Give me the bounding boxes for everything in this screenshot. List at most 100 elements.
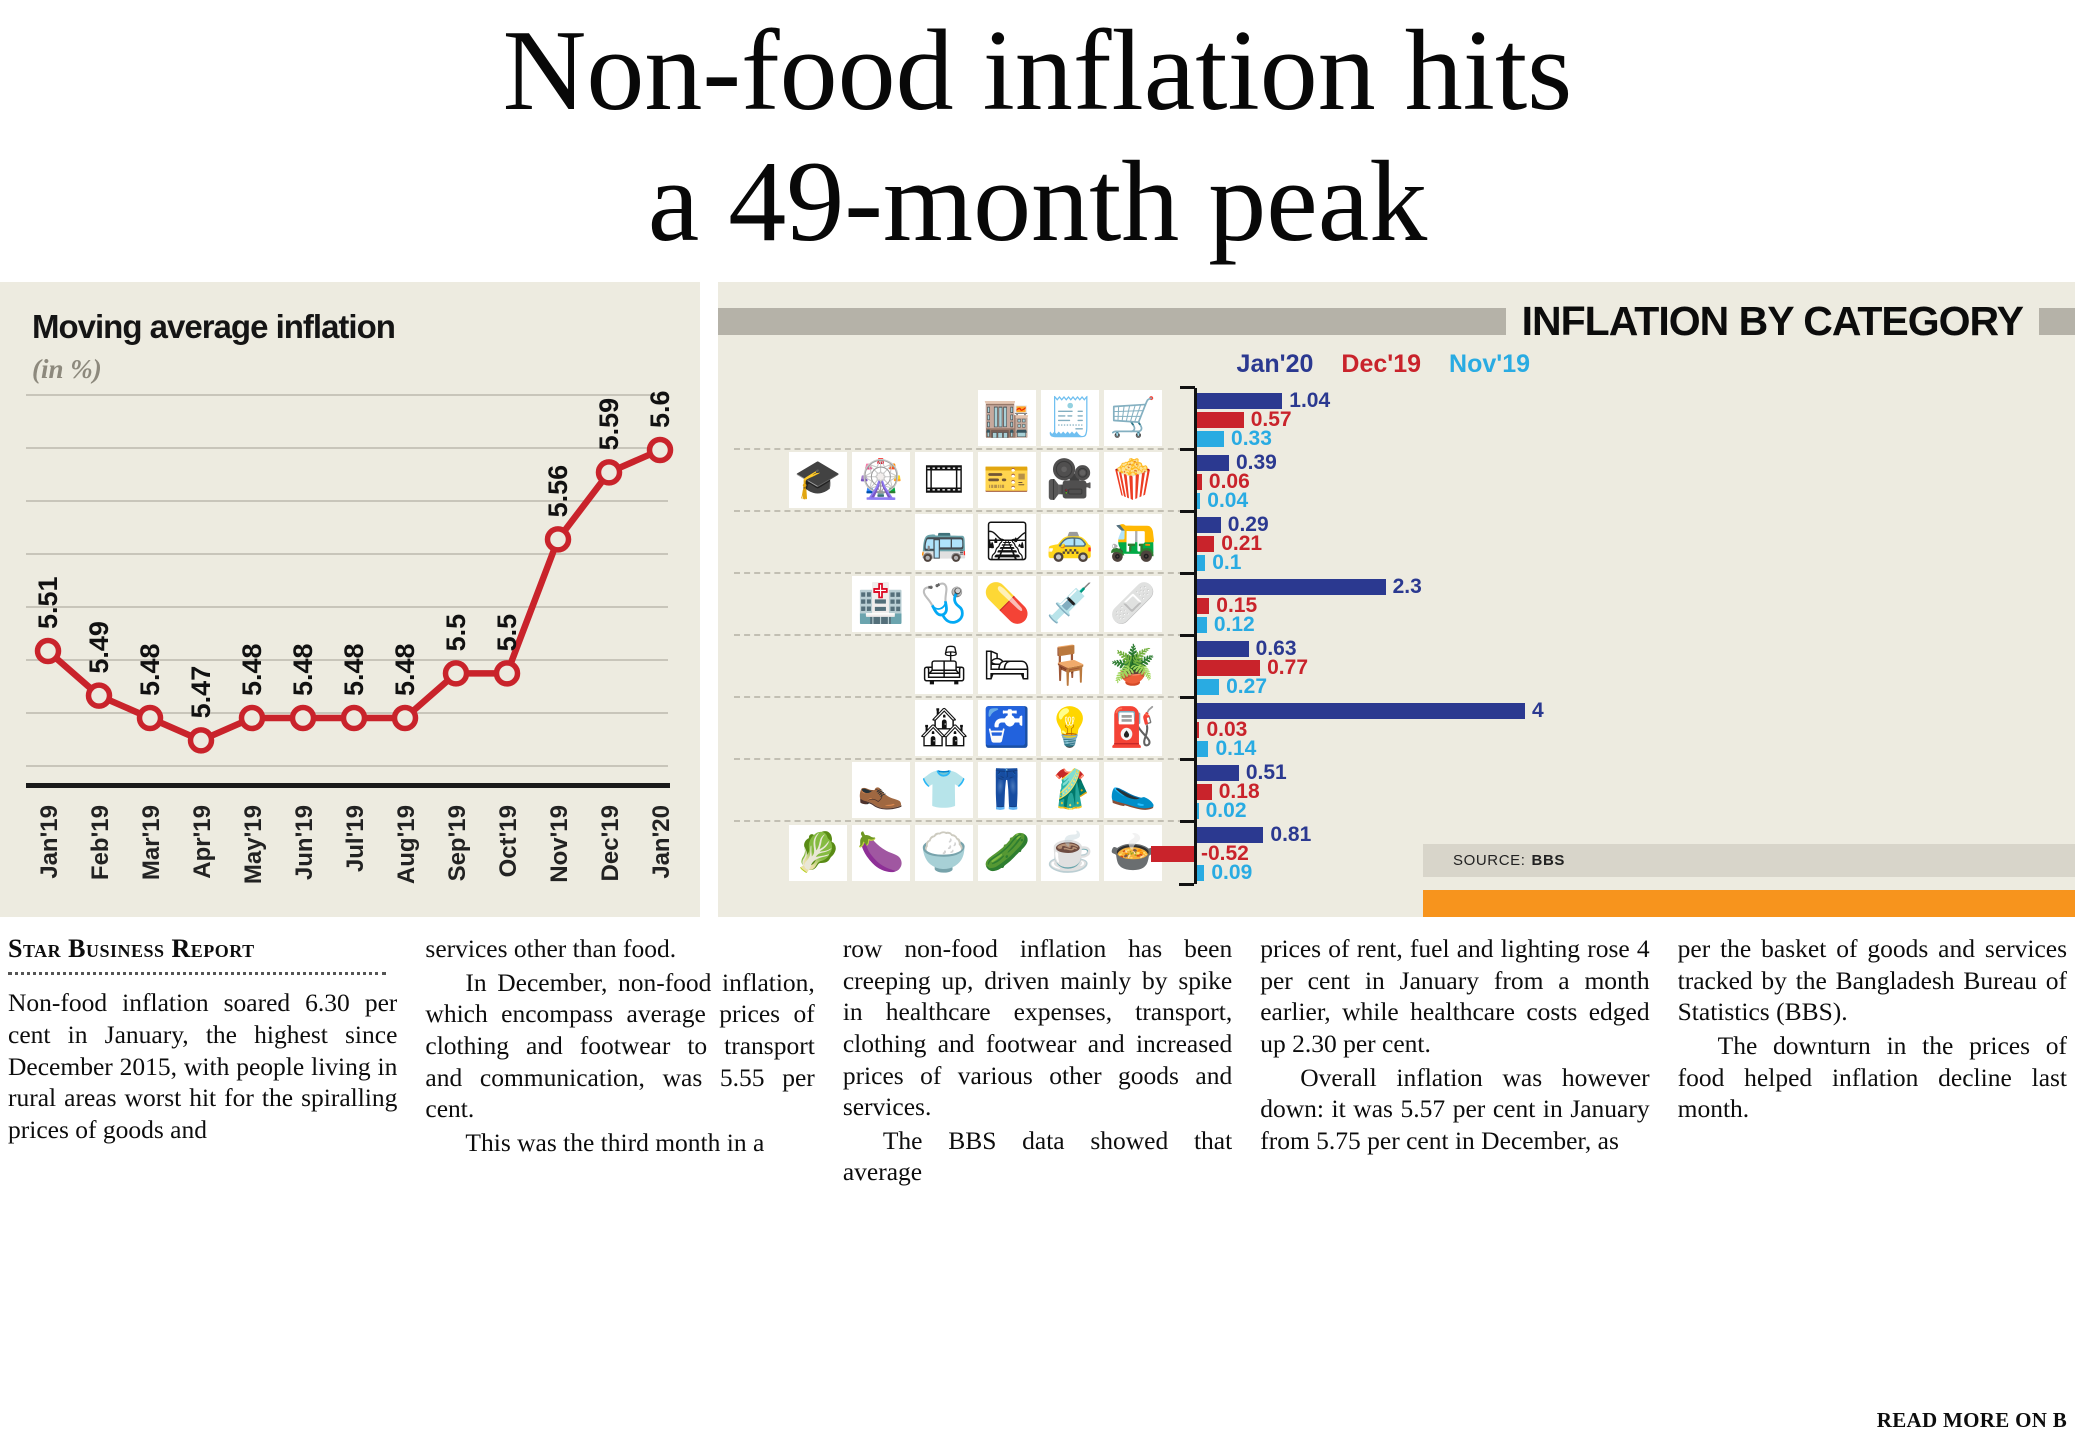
bar-value-label: -0.52 (1201, 841, 1249, 865)
data-point-value-label: 5.48 (237, 644, 267, 697)
read-more-link: READ MORE ON B (1876, 1408, 2068, 1433)
bar-line-dec19: 0.15 (1197, 594, 2064, 617)
category-row-clothing-and-footwear: 👞 👕 👖 🥻 🥿 0.51 0.18 0.02 (734, 758, 2064, 823)
bar-nov19 (1197, 554, 1206, 571)
bar-line-jan20: 0.39 (1197, 451, 2064, 474)
bar-nov19 (1197, 616, 1207, 633)
source-name: BBS (1531, 852, 1566, 870)
data-point-value-label: 5.59 (594, 398, 624, 451)
bar-value-label: 0.04 (1207, 488, 1249, 512)
category-bars-clothing-and-footwear: 0.51 0.18 0.02 (1180, 758, 2064, 823)
syringe-icon: 💉 (1041, 576, 1099, 633)
bar-dec19 (1197, 659, 1261, 676)
bar-nov19 (1197, 678, 1220, 695)
data-point-value-label: 5.56 (543, 465, 573, 518)
bandage-icon: 🩹 (1104, 576, 1162, 633)
data-point-value-label: 5.51 (33, 577, 63, 630)
data-point-value-label: 5.48 (390, 644, 420, 697)
bar-jan20 (1197, 826, 1264, 843)
bar-nov19 (1197, 430, 1225, 447)
data-point-marker (136, 704, 164, 732)
inflation-by-category-panel: INFLATION BY CATEGORY Jan'20 Dec'19 Nov'19… (718, 282, 2075, 918)
sari-icon: 🥻 (1041, 762, 1099, 819)
bar-value-label: 4 (1532, 698, 1544, 722)
bar-line-nov19: 0.09 (1197, 861, 2064, 884)
x-axis-line (26, 783, 670, 789)
chair-icon: 🪑 (1041, 638, 1099, 695)
x-axis-tick-label: Apr'19 (189, 805, 216, 879)
header-gray-bar-right (2039, 307, 2075, 335)
category-icons-rent-fuel-and-lighting: 🏘 🚰 💡 ⛽ (734, 698, 1194, 761)
bar-value-label: 0.1 (1212, 550, 1242, 574)
jeans-icon: 👖 (978, 762, 1036, 819)
data-point-marker (646, 436, 674, 464)
header-gray-bar-left (718, 307, 1506, 335)
bar-line-jan20: 4 (1197, 699, 2064, 722)
bar-line-jan20: 0.29 (1197, 513, 2064, 536)
bar-chart-title: INFLATION BY CATEGORY (1521, 297, 2024, 344)
data-point-marker (493, 660, 521, 687)
article-paragraph: services other than food. (425, 934, 677, 964)
bar-dec19 (1197, 473, 1202, 490)
headline: Non-food inflation hits a 49-month peak (0, 0, 2075, 268)
department-store-icon: 🏬 (978, 390, 1036, 447)
category-icons-furniture-and-household-goods: 🛋 🛏 🪑 🪴 (734, 636, 1194, 699)
category-bars-food: 0.81 -0.52 0.09 (1151, 820, 2064, 885)
category-bars-healthcare: 2.3 0.15 0.12 (1180, 572, 2064, 637)
water-tap-icon: 🚰 (978, 700, 1036, 757)
article-paragraph: per the basket of goods and services tra… (1677, 934, 2068, 1027)
data-point-marker (289, 704, 317, 732)
bar-line-jan20: 0.63 (1197, 637, 2064, 660)
bar-line-jan20: 2.3 (1197, 575, 2064, 598)
bar-value-label: 1.04 (1289, 388, 1331, 412)
category-bar-chart: 🏬 🧾 🛒 1.04 0.57 0.33 🎓 🎡 🎞 🎫 🎥 🍿 0.39 0.06 0.04 🚌 🛤 🚕 🛺 0.2… (734, 386, 2064, 887)
x-axis-tick-label: Nov'19 (546, 805, 573, 883)
category-row-miscellaneous-goods-and-services: 🏬 🧾 🛒 1.04 0.57 0.33 (734, 386, 2064, 451)
category-icons-healthcare: 🏥 🩺 💊 💉 🩹 (734, 574, 1194, 637)
article-paragraph: The downturn in the prices of food helpe… (1677, 1030, 2068, 1124)
article-column-2: services other than food. In December, no… (425, 933, 814, 1433)
category-row-furniture-and-household-goods: 🛋 🛏 🪑 🪴 0.63 0.77 0.27 (734, 634, 2064, 699)
data-point-value-label: 5.5 (441, 614, 471, 652)
article-column-3: row non-food inflation has been creeping… (843, 933, 1232, 1433)
x-axis-tick-label: Dec'19 (597, 805, 624, 881)
line-chart-subtitle: (in %) (32, 354, 102, 385)
bar-line-dec19: 0.21 (1197, 532, 2064, 555)
category-row-transport-and-communication: 🚌 🛤 🚕 🛺 0.29 0.21 0.1 (734, 510, 2064, 575)
bar-dec19 (1197, 721, 1200, 738)
article-paragraph: row non-food inflation has been creeping… (842, 934, 1233, 1122)
headline-line-2: a 49-month peak (647, 138, 1428, 267)
pill-icon: 💊 (978, 576, 1036, 633)
movie-camera-icon: 🎥 (1041, 452, 1099, 509)
bar-line-nov19: 0.04 (1197, 489, 2064, 512)
article-paragraph: Non-food inflation soared 6.30 per cent … (8, 988, 398, 1144)
graduation-cap-icon: 🎓 (789, 452, 847, 509)
bar-value-label: 0.12 (1213, 612, 1255, 636)
bar-line-dec19: 0.18 (1197, 780, 2064, 803)
bar-line-jan20: 0.81 (1197, 823, 2064, 846)
line-chart-title: Moving average inflation (32, 308, 396, 346)
article-body: Star Business Report Non-food inflation s… (0, 933, 2075, 1433)
data-point-marker (85, 682, 113, 710)
article-column-5: per the basket of goods and services tra… (1678, 933, 2067, 1433)
category-icons-transport-and-communication: 🚌 🛤 🚕 🛺 (734, 512, 1194, 575)
x-axis-tick-label: Jun'19 (291, 805, 318, 880)
bar-value-label: 0.21 (1221, 531, 1263, 555)
bar-line-jan20: 0.51 (1197, 761, 2064, 784)
stethoscope-icon: 🩺 (915, 576, 973, 633)
ferris-wheel-icon: 🎡 (852, 452, 910, 509)
infographic-panels: Moving average inflation (in %) 5.51 Jan'… (0, 282, 2075, 918)
bar-value-label: 0.03 (1206, 717, 1248, 741)
bar-line-nov19: 0.27 (1197, 675, 2064, 698)
data-point-marker (187, 727, 215, 754)
bar-value-label: 0.15 (1216, 593, 1258, 617)
data-point-value-label: 5.48 (288, 644, 318, 697)
data-point-marker (442, 660, 470, 687)
x-axis-tick-label: Oct'19 (495, 805, 522, 877)
x-axis-tick-label: Jan'19 (36, 805, 63, 879)
bar-jan20 (1197, 578, 1386, 595)
bar-jan20 (1197, 392, 1283, 409)
bar-jan20 (1197, 702, 1525, 719)
orange-accent-bar (1423, 890, 2075, 918)
legend-item-jan20: Jan'20 (1236, 350, 1314, 379)
